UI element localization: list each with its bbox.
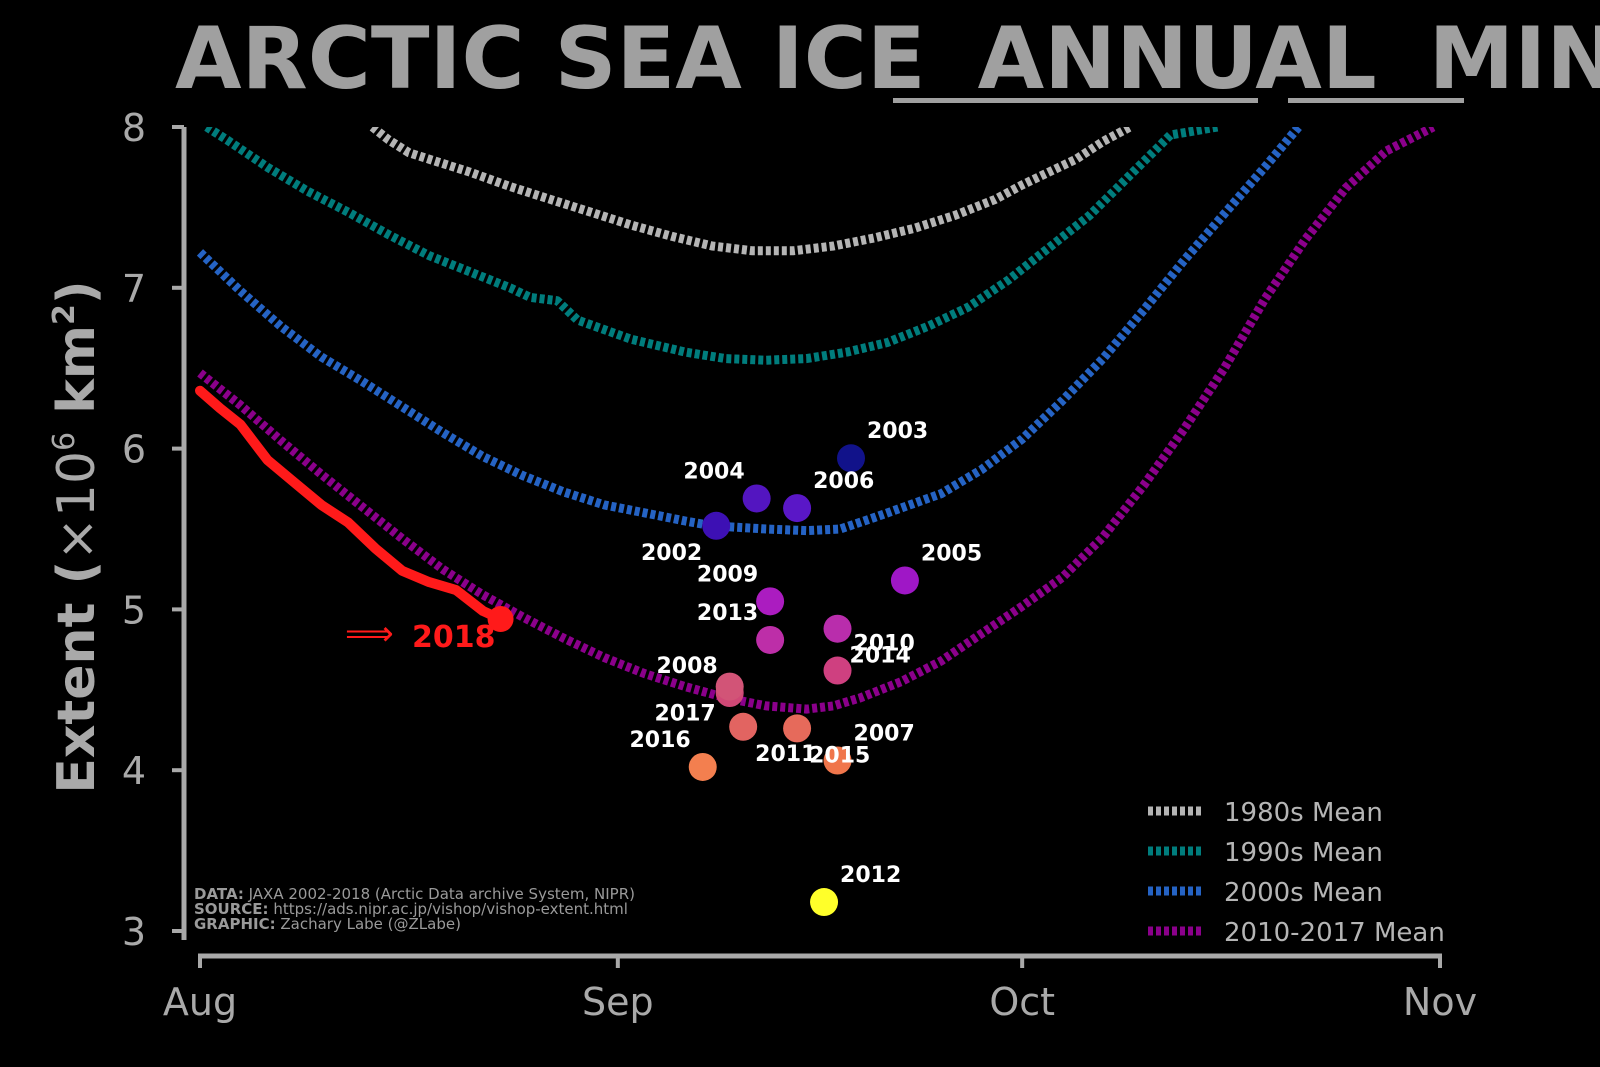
x-tick-label: Oct [989, 980, 1055, 1024]
minimum-marker-2003 [837, 444, 865, 473]
series-line-2000s-mean [196, 127, 1302, 536]
annotation-2018: ⟹ 2018 [345, 614, 496, 655]
x-tick-label: Nov [1403, 980, 1477, 1024]
minimum-label-2016: 2016 [630, 728, 691, 753]
minimum-label-2003: 2003 [867, 419, 928, 444]
x-tick-label: Aug [163, 980, 237, 1024]
y-tick-label: 5 [122, 588, 146, 632]
series-line-2018 [195, 385, 506, 624]
legend-label: 1980s Mean [1224, 798, 1383, 828]
annual-minimum-markers: 2002 2003 2004 2005 2006 2007 2008 2009 2010 2011… [487, 419, 982, 917]
minimum-label-2012: 2012 [840, 863, 901, 888]
minimum-label-2002: 2002 [641, 541, 702, 566]
annotation-label-2018: 2018 [412, 620, 496, 655]
minimum-marker-2014 [823, 614, 852, 643]
series-line-2010-2017-mean [197, 127, 1436, 714]
title-underline-annual [893, 98, 1258, 103]
minimum-marker-2018 [487, 606, 514, 633]
credit-line: DATA: JAXA 2002-2018 (Arctic Data archiv… [194, 885, 635, 903]
minimum-label-2010: 2010 [854, 632, 915, 657]
minimum-marker-2015 [783, 714, 812, 743]
x-tick-label: Sep [582, 980, 654, 1024]
title-part-2: ANNUAL [978, 9, 1377, 109]
credit-line: GRAPHIC: Zachary Labe (@ZLabe) [194, 915, 461, 933]
minimum-label-2011: 2011 [755, 742, 816, 767]
credits: DATA: JAXA 2002-2018 (Arctic Data archiv… [194, 885, 635, 933]
minimum-label-2009: 2009 [697, 562, 758, 587]
minimum-marker-2017 [715, 672, 744, 701]
minimum-label-2006: 2006 [813, 469, 874, 494]
credit-line: SOURCE: https://ads.nipr.ac.jp/vishop/vi… [194, 900, 628, 918]
minimum-label-2005: 2005 [921, 541, 982, 566]
title-part-3: MIN [1429, 9, 1600, 109]
minimum-label-2015: 2015 [809, 743, 870, 768]
minimum-marker-2002 [702, 511, 731, 540]
legend-label: 2010-2017 Mean [1224, 918, 1445, 948]
y-tick-label: 4 [122, 749, 146, 793]
title-underline-min [1288, 98, 1464, 103]
minimum-label-2014: 2014 [850, 644, 911, 669]
series-line-1980s-mean [369, 127, 1133, 256]
legend-label: 1990s Mean [1224, 838, 1383, 868]
minimum-marker-2009 [756, 587, 785, 616]
legend: 1980s Mean 1990s Mean 2000s Mean 2010-2017 … [1148, 798, 1445, 948]
minimum-marker-2007 [823, 746, 852, 775]
minimum-label-2013: 2013 [697, 601, 758, 626]
minimum-marker-2016 [688, 752, 717, 781]
y-tick-label: 7 [122, 267, 146, 311]
minimum-marker-2012 [810, 888, 839, 917]
y-tick-label: 3 [122, 910, 146, 954]
minimum-marker-2011 [729, 712, 758, 741]
minimum-label-2008: 2008 [656, 654, 717, 679]
minimum-marker-2005 [890, 566, 919, 595]
minimum-marker-2006 [783, 494, 812, 523]
y-tick-label: 6 [122, 428, 146, 472]
series-lines [195, 127, 1436, 714]
legend-label: 2000s Mean [1224, 878, 1383, 908]
axes: 3 4 5 6 7 8 Aug Sep Oct Nov [122, 106, 1477, 1024]
y-tick-label: 8 [122, 106, 146, 150]
minimum-label-2007: 2007 [854, 722, 915, 747]
chart-title: ARCTIC SEA ICE ANNUAL MIN [175, 9, 1600, 109]
title-part-1: ARCTIC SEA ICE [175, 9, 926, 109]
svg-text:ARCTIC SEA ICE ANNUAL: ARCTIC SEA ICE ANNUAL MIN [175, 9, 1600, 109]
minimum-marker-2013 [756, 625, 785, 654]
minimum-marker-2004 [742, 484, 771, 513]
minimum-marker-2010 [823, 656, 852, 685]
minimum-label-2017: 2017 [654, 702, 715, 727]
arrow-icon: ⟹ [345, 614, 394, 654]
minimum-label-2004: 2004 [683, 459, 744, 484]
series-line-1990s-mean [204, 127, 1219, 365]
y-axis-label: Extent (×106 km2) [47, 280, 107, 793]
